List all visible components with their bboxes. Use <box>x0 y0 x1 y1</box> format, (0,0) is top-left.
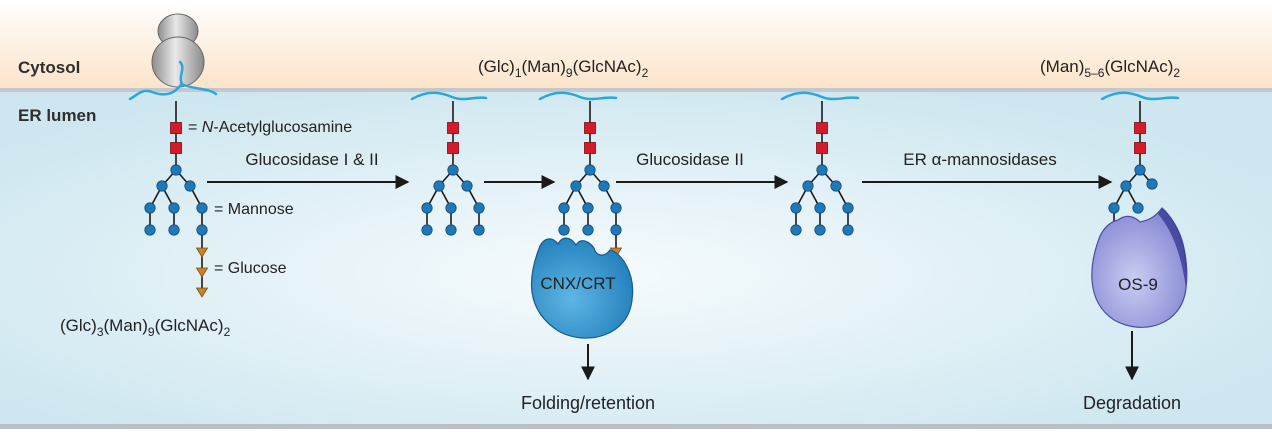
mannose-circle <box>421 202 433 214</box>
mannose-circle <box>1132 202 1144 214</box>
glcnac-square <box>170 122 182 134</box>
mannose-circle <box>790 202 802 214</box>
mannose-circle <box>814 202 826 214</box>
mannose-circle <box>168 224 180 236</box>
mannose-circle <box>144 202 156 214</box>
mannose-circle <box>582 224 594 236</box>
glucose-triangle <box>195 247 209 258</box>
formula-mid: (Glc)1(Man)9(GlcNAc)2 <box>478 57 649 80</box>
outcome-degradation-label: Degradation <box>1083 393 1181 413</box>
mannose-circle <box>473 224 485 236</box>
mannose-circle <box>584 164 596 176</box>
cnx-crt-protein: CNX/CRT <box>531 237 634 339</box>
mannose-circle <box>610 202 622 214</box>
mannose-circle <box>598 180 610 192</box>
mannose-circle <box>433 180 445 192</box>
os9-label: OS-9 <box>1118 275 1158 294</box>
os9-protein: OS-9 <box>1091 207 1188 328</box>
er-lumen-label: ER lumen <box>18 106 96 125</box>
mannose-circle <box>461 180 473 192</box>
enzyme-label-glucosidase-1-2: Glucosidase I & II <box>245 150 378 169</box>
legend-mannose: = Mannose <box>214 201 294 218</box>
peptide-chain <box>410 91 488 101</box>
mannose-circle <box>184 180 196 192</box>
mannose-circle <box>802 180 814 192</box>
glcnac-square <box>1134 142 1146 154</box>
membrane-line <box>0 88 1272 92</box>
peptide-chain <box>179 82 218 96</box>
mannose-circle <box>830 180 842 192</box>
peptide-chain <box>538 91 618 101</box>
mannose-circle <box>1146 178 1158 190</box>
glcnac-square <box>584 122 596 134</box>
mannose-circle <box>814 224 826 236</box>
mannose-circle <box>790 224 802 236</box>
glcnac-square <box>816 122 828 134</box>
legend-glcnac: = N-Acetylglucosamine <box>188 119 352 136</box>
mannose-circle <box>445 224 457 236</box>
mannose-circle <box>196 202 208 214</box>
mannose-circle <box>447 164 459 176</box>
glcnac-square <box>584 142 596 154</box>
mannose-circle <box>1120 180 1132 192</box>
glcnac-square <box>447 142 459 154</box>
enzyme-label-glucosidase-2: Glucosidase II <box>636 150 744 169</box>
mannose-circle <box>170 164 182 176</box>
mannose-circle <box>842 202 854 214</box>
glcnac-square <box>447 122 459 134</box>
mannose-circle <box>816 164 828 176</box>
peptide-chain <box>128 60 184 101</box>
mannose-circle <box>558 224 570 236</box>
mannose-circle <box>196 224 208 236</box>
mannose-circle <box>144 224 156 236</box>
mannose-circle <box>473 202 485 214</box>
mannose-circle <box>156 180 168 192</box>
glcnac-square <box>816 142 828 154</box>
mannose-circle <box>168 202 180 214</box>
glucose-triangle <box>195 287 209 298</box>
mannose-circle <box>1134 164 1146 176</box>
legend-glucose: = Glucose <box>214 260 287 277</box>
mannose-circle <box>1108 202 1120 214</box>
mannose-circle <box>421 224 433 236</box>
mannose-circle <box>582 202 594 214</box>
mannose-circle <box>570 180 582 192</box>
glcnac-square <box>1134 122 1146 134</box>
glucose-triangle <box>195 267 209 278</box>
formula-start: (Glc)3(Man)9(GlcNAc)2 <box>60 316 231 339</box>
mannose-circle <box>842 224 854 236</box>
cytosol-region <box>0 0 1272 90</box>
mannose-circle <box>445 202 457 214</box>
cnx-crt-label: CNX/CRT <box>540 274 615 293</box>
mannose-circle <box>610 224 622 236</box>
enzyme-label-mannosidases: ER α-mannosidases <box>903 150 1056 169</box>
bottom-border <box>0 424 1272 429</box>
outcome-folding-label: Folding/retention <box>521 393 655 413</box>
formula-end: (Man)5–6(GlcNAc)2 <box>1040 57 1180 80</box>
ribosome-icon <box>151 13 205 88</box>
peptide-chain <box>780 91 860 101</box>
peptide-chain <box>1100 91 1180 101</box>
glcnac-square <box>170 142 182 154</box>
mannose-circle <box>558 202 570 214</box>
er-lumen-region <box>0 92 1272 424</box>
cytosol-label: Cytosol <box>18 58 80 77</box>
